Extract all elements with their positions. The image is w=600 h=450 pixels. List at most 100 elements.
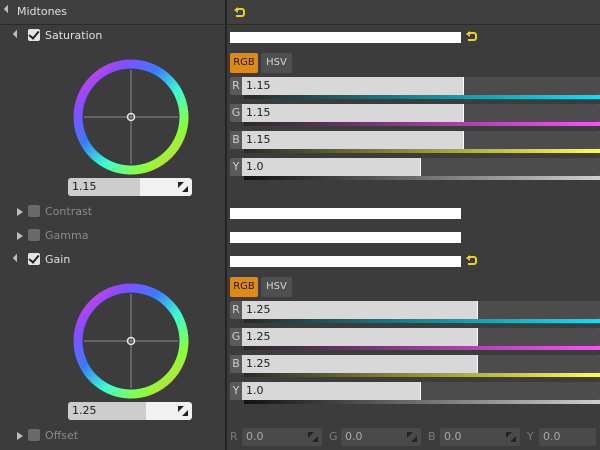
slider-fill [242, 355, 477, 373]
column-divider[interactable] [225, 0, 227, 450]
gain-channel-r-field[interactable]: 1.25 [242, 301, 600, 319]
gain-channel-r-letter: R [230, 301, 242, 319]
saturation-channel-b-gradient [244, 149, 600, 153]
gain-color-preview[interactable] [230, 256, 461, 267]
slider-track [421, 382, 600, 400]
expand-icon[interactable] [178, 406, 188, 416]
saturation-channel-y-row: Y 1.0 [230, 158, 600, 180]
offset-y-value: 0.0 [543, 430, 561, 443]
offset-y-letter: Y [527, 430, 534, 443]
slider-track [464, 104, 600, 122]
gain-channel-b-letter: B [230, 355, 242, 373]
gain-channel-g-row: G 1.25 [230, 328, 600, 350]
gain-channel-y-gradient [244, 400, 600, 404]
gain-channel-y-value: 1.0 [246, 384, 264, 397]
saturation-expand-arrow-icon[interactable] [12, 29, 22, 39]
gamma-label: Gamma [45, 229, 89, 242]
offset-b-field[interactable]: 0.0 [440, 428, 520, 446]
slider-track [478, 355, 600, 373]
saturation-channel-y-letter: Y [230, 158, 242, 176]
offset-r-letter: R [230, 430, 238, 443]
gain-tab-hsv[interactable]: HSV [261, 277, 292, 297]
saturation-channel-r-value: 1.15 [246, 79, 271, 92]
offset-checkbox[interactable] [28, 429, 40, 441]
saturation-color-preview[interactable] [230, 32, 461, 43]
slider-track [478, 301, 600, 319]
saturation-channel-y-value: 1.0 [246, 160, 264, 173]
slider-fill [242, 104, 463, 122]
section-header[interactable] [0, 0, 225, 25]
expand-icon[interactable] [308, 432, 318, 442]
gain-wheel-value-field[interactable]: 1.25 [68, 402, 192, 420]
gain-channel-b-field[interactable]: 1.25 [242, 355, 600, 373]
offset-r-value: 0.0 [246, 430, 264, 443]
expand-icon[interactable] [506, 432, 516, 442]
expand-icon[interactable] [178, 182, 188, 192]
offset-r-field[interactable]: 0.0 [242, 428, 322, 446]
gain-channel-r-row: R 1.25 [230, 301, 600, 323]
saturation-channel-g-value: 1.15 [246, 106, 271, 119]
offset-label: Offset [45, 429, 79, 442]
gain-channel-g-value: 1.25 [246, 330, 271, 343]
gain-color-wheel[interactable] [70, 280, 192, 402]
gain-channel-b-value: 1.25 [246, 357, 271, 370]
saturation-tab-hsv[interactable]: HSV [261, 53, 292, 73]
contrast-expand-arrow-icon[interactable] [17, 208, 23, 216]
gamma-expand-arrow-icon[interactable] [17, 232, 23, 240]
gain-channel-b-gradient [244, 373, 600, 377]
saturation-channel-g-row: G 1.15 [230, 104, 600, 126]
slider-fill [242, 328, 477, 346]
offset-g-value: 0.0 [345, 430, 363, 443]
gain-channel-r-value: 1.25 [246, 303, 271, 316]
gain-tab-rgb[interactable]: RGB [230, 277, 258, 297]
expand-icon[interactable] [407, 432, 417, 442]
gain-expand-arrow-icon[interactable] [12, 253, 22, 263]
saturation-reset-icon[interactable] [466, 31, 478, 41]
slider-track [464, 77, 600, 95]
saturation-label: Saturation [45, 29, 103, 42]
saturation-tab-rgb[interactable]: RGB [230, 53, 258, 73]
reset-to-default-icon[interactable] [234, 7, 246, 17]
saturation-channel-r-row: R 1.15 [230, 77, 600, 99]
saturation-wheel-value: 1.15 [72, 180, 97, 193]
gain-channel-y-row: Y 1.0 [230, 382, 600, 404]
gamma-color-preview[interactable] [230, 232, 461, 243]
section-header-value-area [227, 0, 600, 25]
slider-track [421, 158, 600, 176]
saturation-wheel-value-field[interactable]: 1.15 [68, 178, 192, 196]
gain-label: Gain [45, 253, 71, 266]
section-title: Midtones [17, 5, 68, 18]
saturation-checkbox[interactable] [28, 28, 40, 41]
saturation-channel-b-value: 1.15 [246, 133, 271, 146]
contrast-checkbox[interactable] [28, 205, 40, 217]
slider-track [478, 328, 600, 346]
saturation-channel-r-field[interactable]: 1.15 [242, 77, 600, 95]
offset-g-field[interactable]: 0.0 [341, 428, 421, 446]
saturation-channel-g-field[interactable]: 1.15 [242, 104, 600, 122]
saturation-channel-y-field[interactable]: 1.0 [242, 158, 600, 176]
gain-reset-icon[interactable] [466, 255, 478, 265]
gain-checkbox[interactable] [28, 252, 40, 265]
saturation-channel-r-gradient [244, 95, 600, 99]
slider-fill [242, 301, 477, 319]
saturation-channel-r-letter: R [230, 77, 242, 95]
slider-fill [242, 77, 463, 95]
gain-channel-y-field[interactable]: 1.0 [242, 382, 600, 400]
offset-y-field[interactable]: 0.0 [539, 428, 596, 446]
contrast-color-preview[interactable] [230, 208, 461, 219]
checkmark-icon [28, 252, 40, 264]
offset-b-value: 0.0 [444, 430, 462, 443]
saturation-channel-y-gradient [244, 176, 600, 180]
gain-wheel-value-fill [68, 402, 146, 420]
slider-fill [242, 382, 420, 400]
saturation-channel-b-row: B 1.15 [230, 131, 600, 153]
saturation-color-wheel[interactable] [70, 56, 192, 178]
contrast-label: Contrast [45, 205, 93, 218]
offset-g-letter: G [329, 430, 338, 443]
offset-b-letter: B [428, 430, 436, 443]
offset-expand-arrow-icon[interactable] [17, 432, 23, 440]
gain-channel-g-field[interactable]: 1.25 [242, 328, 600, 346]
gain-channel-b-row: B 1.25 [230, 355, 600, 377]
saturation-channel-b-field[interactable]: 1.15 [242, 131, 600, 149]
gamma-checkbox[interactable] [28, 229, 40, 241]
